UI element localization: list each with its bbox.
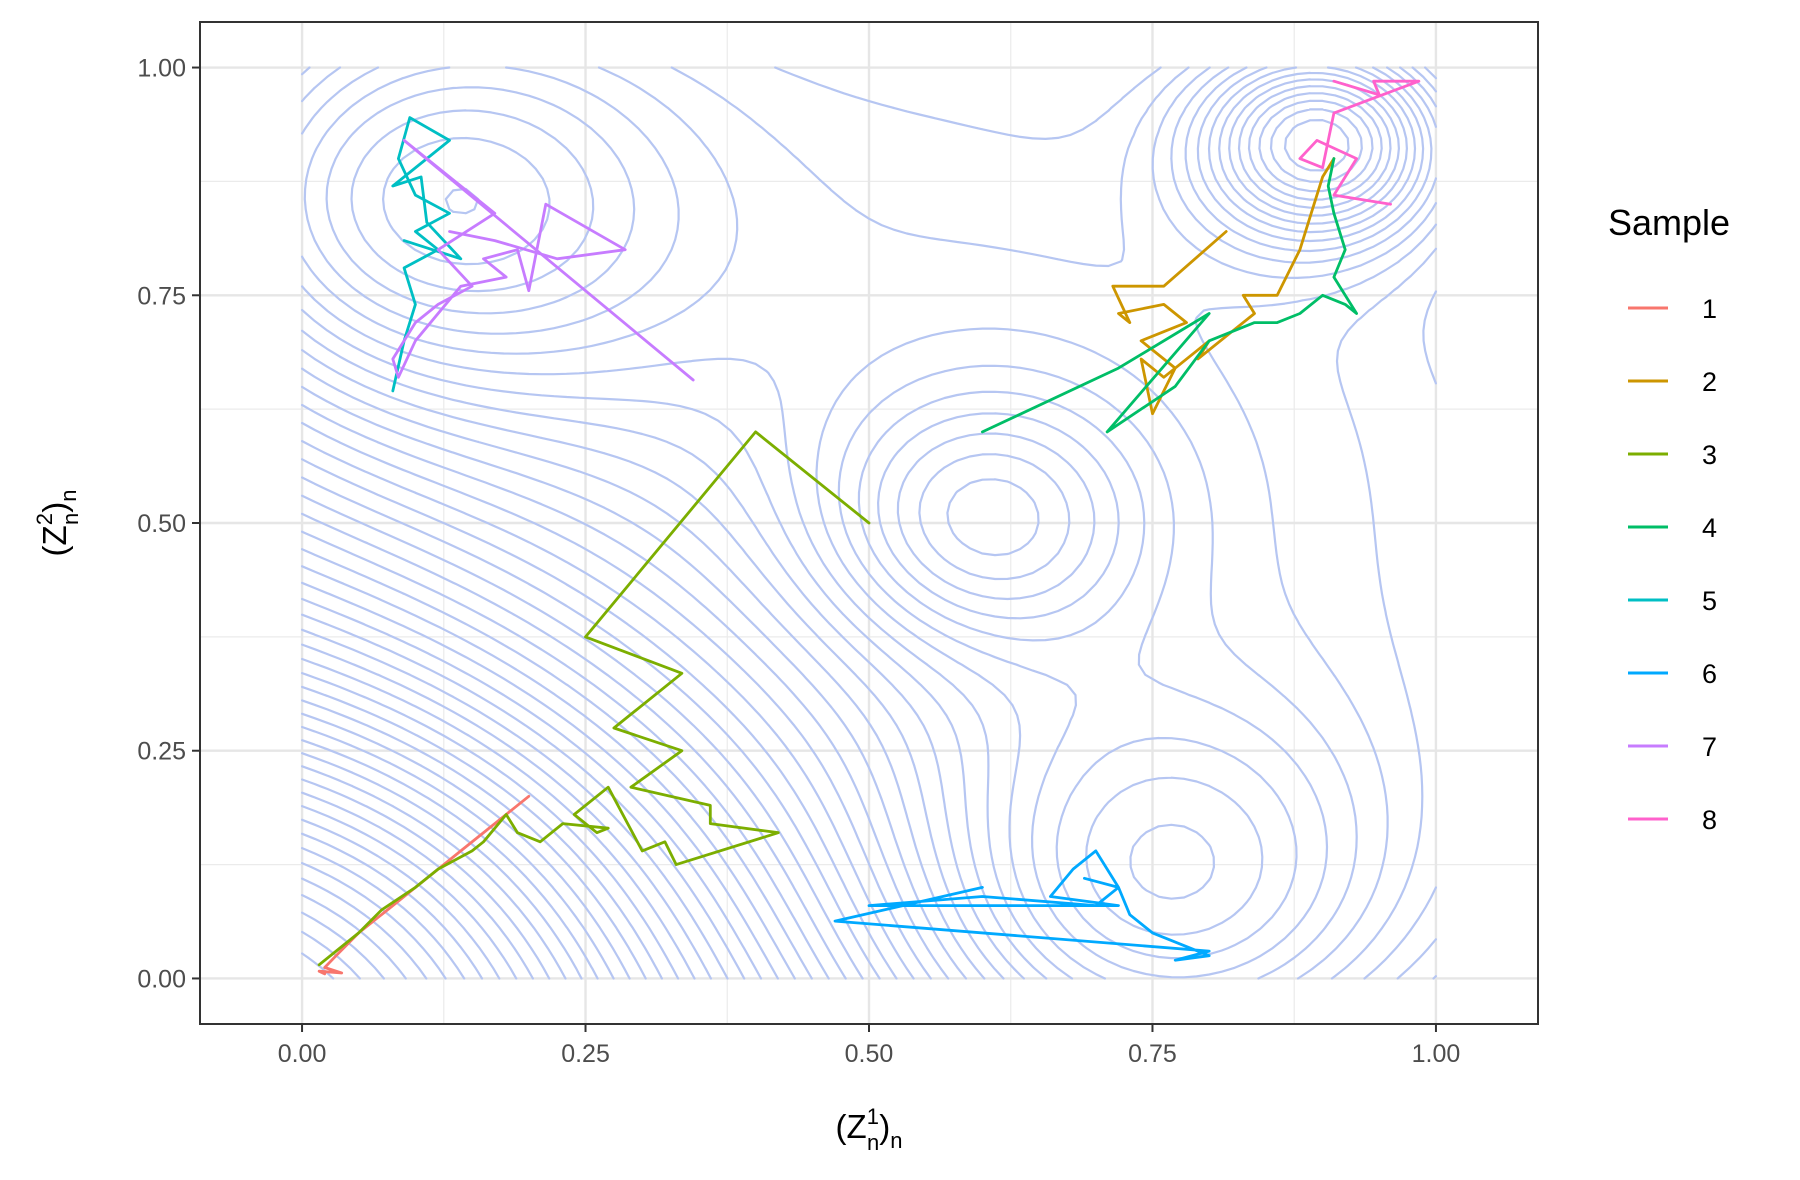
contour-line <box>301 685 663 980</box>
axis-ticks <box>192 66 1437 1032</box>
legend-label: 2 <box>1702 367 1717 397</box>
legend-label: 3 <box>1702 440 1717 470</box>
legend-item-2: 2 <box>1628 367 1717 397</box>
series-layer <box>317 79 1421 976</box>
contour-line <box>301 403 950 980</box>
legend-item-8: 8 <box>1628 805 1717 835</box>
y-axis-title-sup: 2 <box>32 513 57 525</box>
y-tick-label: 1.00 <box>137 55 186 83</box>
legend-label: 8 <box>1702 805 1717 835</box>
legend-item-5: 5 <box>1628 586 1717 616</box>
x-tick-label: 0.50 <box>845 1040 894 1068</box>
contour-line <box>301 349 1437 980</box>
x-axis-title-close: ) <box>879 1108 890 1145</box>
contour-line <box>1237 85 1392 209</box>
contour-line <box>301 739 599 980</box>
contour-line <box>301 765 567 980</box>
contour-line <box>301 440 915 980</box>
series-line-4 <box>981 157 1358 434</box>
legend-label: 6 <box>1702 659 1717 689</box>
legend-label: 7 <box>1702 732 1717 762</box>
contour-line <box>301 805 518 980</box>
contour-line <box>301 290 1437 980</box>
legend-label: 5 <box>1702 586 1717 616</box>
y-axis-title-sub: n <box>58 513 83 525</box>
contour-line <box>301 66 1437 980</box>
y-tick-label: 0.50 <box>137 510 186 538</box>
contour-line <box>350 66 1425 936</box>
x-axis-title-base: (Z <box>836 1108 867 1145</box>
x-axis-title: (Z1 n)n <box>836 1104 903 1155</box>
contour-line <box>301 458 898 980</box>
contour-line <box>301 66 1437 980</box>
legend-item-3: 3 <box>1628 440 1717 470</box>
contour-line <box>301 752 583 980</box>
contour-line <box>301 512 847 980</box>
x-axis-title-sub: n <box>867 1130 879 1155</box>
contour-line <box>301 712 631 980</box>
series-line-2 <box>1111 157 1336 416</box>
contour-line <box>301 832 484 980</box>
contour-line <box>301 628 729 980</box>
y-tick-label: 0.75 <box>137 282 186 310</box>
contour-line <box>301 494 864 980</box>
contour-line <box>325 66 1433 960</box>
series-line-8 <box>1298 79 1421 206</box>
legend-label: 1 <box>1702 294 1717 324</box>
contour-line <box>301 581 779 980</box>
y-axis-title-base: (Z <box>36 525 73 556</box>
contour-line <box>301 421 932 980</box>
contour-line <box>301 778 551 980</box>
contour-line <box>303 66 1437 979</box>
contour-line <box>301 476 881 980</box>
series-line-7 <box>391 139 695 382</box>
legend-item-6: 6 <box>1628 659 1717 689</box>
x-axis-title-sup: 1 <box>867 1104 879 1129</box>
x-axis-title-sub2: n <box>890 1128 902 1153</box>
series-line-3 <box>317 430 871 967</box>
legend-item-1: 1 <box>1628 294 1717 324</box>
legend-item-7: 7 <box>1628 732 1717 762</box>
contour-line <box>301 66 1437 980</box>
contour-line <box>301 565 796 980</box>
legend-label: 4 <box>1702 513 1717 543</box>
contour-line <box>301 385 968 980</box>
x-tick-label: 0.00 <box>278 1040 327 1068</box>
contour-line <box>301 699 647 980</box>
y-tick-labels: 0.00 0.25 0.50 0.75 1.00 <box>137 55 186 994</box>
contour-line <box>444 71 1408 581</box>
x-tick-labels: 0.00 0.25 0.50 0.75 1.00 <box>278 1040 1461 1068</box>
contour-line <box>301 725 615 980</box>
contour-line <box>301 613 746 980</box>
contour-line <box>301 548 813 980</box>
legend-item-4: 4 <box>1628 513 1717 543</box>
y-axis-title-sub2: n <box>56 490 81 502</box>
contour-line <box>301 791 534 980</box>
contour-line <box>382 66 1417 900</box>
y-axis-title-close: ) <box>36 502 73 513</box>
contour-line <box>301 657 696 980</box>
y-tick-label: 0.25 <box>137 738 186 766</box>
y-axis-title: (Z2n)n <box>32 490 83 557</box>
y-tick-label: 0.00 <box>137 965 186 993</box>
x-tick-label: 0.75 <box>1128 1040 1177 1068</box>
legend: 1 2 3 4 5 6 7 8 <box>1628 294 1717 835</box>
x-tick-label: 1.00 <box>1412 1040 1461 1068</box>
x-tick-label: 0.25 <box>561 1040 610 1068</box>
series-line-6 <box>833 849 1211 962</box>
contour-line <box>301 597 763 980</box>
contour-line <box>301 367 1437 980</box>
legend-title: Sample <box>1608 202 1730 243</box>
series-line-5 <box>391 116 463 393</box>
contour-line <box>301 818 501 980</box>
contour-line <box>301 672 680 980</box>
